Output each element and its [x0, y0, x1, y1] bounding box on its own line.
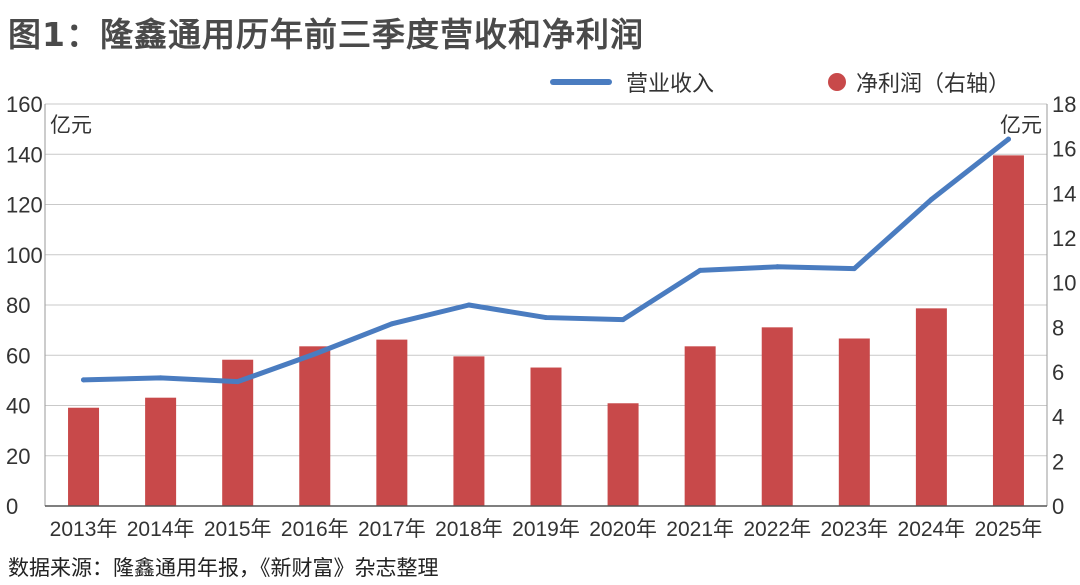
right-tick-label: 16	[1052, 137, 1076, 162]
right-tick-label: 6	[1052, 360, 1064, 385]
net-profit-bar	[838, 338, 870, 506]
net-profit-bar	[145, 397, 177, 506]
revenue-point	[81, 377, 87, 383]
left-tick-label: 0	[6, 494, 18, 519]
x-tick-label: 2023年	[820, 518, 888, 541]
revenue-point	[1005, 136, 1011, 142]
left-tick-label: 20	[6, 444, 30, 469]
right-axis-unit: 亿元	[1000, 114, 1042, 137]
legend-item-revenue: 营业收入	[550, 66, 714, 98]
net-profit-bar	[68, 407, 100, 506]
net-profit-bar	[376, 339, 408, 506]
x-tick-label: 2019年	[512, 518, 580, 541]
revenue-point	[620, 317, 626, 323]
legend-item-net-profit: 净利润（右轴）	[828, 66, 1010, 98]
legend-line-swatch	[550, 79, 612, 85]
revenue-point	[774, 264, 780, 270]
right-tick-label: 12	[1052, 226, 1076, 251]
net-profit-bar	[761, 327, 793, 506]
revenue-point	[235, 379, 241, 385]
revenue-point	[543, 315, 549, 321]
x-tick-label: 2024年	[898, 518, 966, 541]
left-tick-label: 80	[6, 293, 30, 318]
right-tick-label: 4	[1052, 405, 1064, 430]
legend-label-net-profit: 净利润（右轴）	[856, 72, 1011, 97]
revenue-point	[389, 321, 395, 327]
net-profit-bar	[530, 367, 562, 506]
net-profit-bar	[992, 155, 1024, 506]
left-tick-label: 60	[6, 343, 30, 368]
right-tick-label: 10	[1052, 271, 1076, 296]
x-tick-label: 2022年	[743, 518, 811, 541]
right-tick-label: 8	[1052, 315, 1064, 340]
left-tick-label: 120	[6, 193, 43, 218]
left-axis-unit: 亿元	[50, 114, 92, 137]
x-tick-label: 2020年	[589, 518, 657, 541]
x-tick-label: 2013年	[50, 518, 118, 541]
chart-title: 图1：隆鑫通用历年前三季度营收和净利润	[8, 15, 644, 54]
source-note: 数据来源：隆鑫通用年报，《新财富》杂志整理	[8, 556, 439, 580]
x-tick-label: 2017年	[358, 518, 426, 541]
x-tick-label: 2021年	[666, 518, 734, 541]
x-tick-label: 2018年	[435, 518, 503, 541]
left-tick-label: 100	[6, 243, 43, 268]
x-tick-label: 2014年	[127, 518, 195, 541]
revenue-point	[158, 375, 164, 381]
revenue-point	[312, 351, 318, 357]
net-profit-bar	[684, 346, 716, 506]
legend-dot-swatch	[828, 73, 846, 91]
left-tick-label: 140	[6, 142, 43, 167]
right-tick-label: 0	[1052, 494, 1064, 519]
left-tick-label: 40	[6, 394, 30, 419]
x-tick-label: 2025年	[975, 518, 1043, 541]
x-tick-label: 2016年	[281, 518, 349, 541]
legend: 营业收入 净利润（右轴）	[550, 64, 1070, 100]
net-profit-bar	[915, 308, 947, 506]
legend-label-revenue: 营业收入	[626, 72, 715, 97]
net-profit-bar	[607, 403, 639, 506]
net-profit-bar	[453, 356, 485, 506]
revenue-point	[928, 196, 934, 202]
left-tick-label: 160	[6, 92, 43, 117]
revenue-point	[697, 267, 703, 273]
net-profit-bar	[299, 346, 331, 506]
revenue-point	[466, 302, 472, 308]
x-tick-label: 2015年	[204, 518, 272, 541]
right-tick-label: 14	[1052, 181, 1076, 206]
right-tick-label: 18	[1052, 92, 1076, 117]
revenue-point	[851, 266, 857, 272]
right-tick-label: 2	[1052, 449, 1064, 474]
